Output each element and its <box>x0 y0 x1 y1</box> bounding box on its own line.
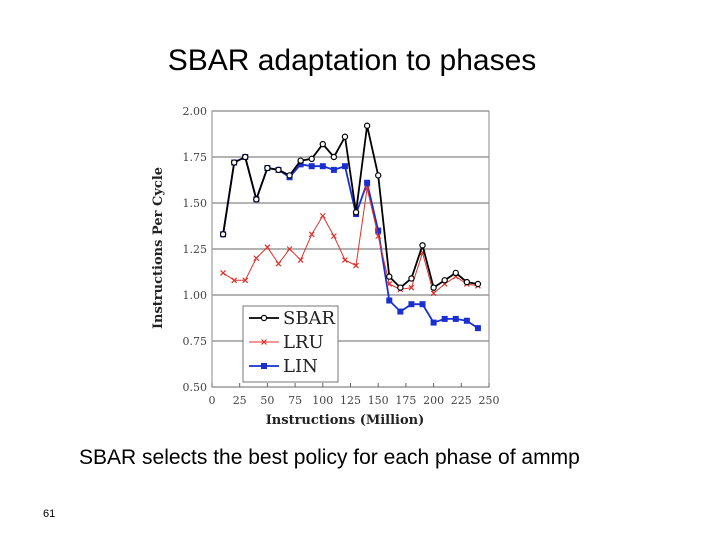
data-point-lru <box>386 281 393 287</box>
legend: SBAR LRU LIN <box>242 305 339 383</box>
legend-entry-lin: LIN <box>249 356 318 377</box>
legend-entry-lru: LRU <box>249 332 324 353</box>
data-point-sbar <box>330 153 338 161</box>
y-tick-label: 0.75 <box>183 335 208 348</box>
data-point-sbar <box>275 166 282 174</box>
x-tick-label: 225 <box>451 394 472 407</box>
y-tick-label: 1.00 <box>183 289 208 302</box>
data-point-sbar <box>297 157 304 164</box>
series-sbar <box>219 122 482 291</box>
data-point-lru <box>286 246 293 252</box>
data-point-sbar <box>474 280 482 288</box>
data-point-sbar <box>341 133 349 140</box>
data-point-sbar <box>386 273 393 280</box>
data-point-lru <box>242 277 249 284</box>
legend-label-lru: LRU <box>283 332 324 353</box>
x-tick-label: 0 <box>209 394 216 407</box>
data-point-lru <box>319 212 326 219</box>
series-lru <box>220 185 481 297</box>
data-point-lru <box>264 244 271 251</box>
data-point-sbar <box>242 153 249 161</box>
legend-marker-lru <box>261 339 267 345</box>
legend-marker-sbar <box>260 314 268 322</box>
data-point-lin <box>408 301 415 308</box>
y-tick-label: 1.50 <box>183 197 208 210</box>
data-point-lin <box>386 297 393 304</box>
data-point-lin <box>441 315 448 322</box>
data-point-sbar <box>253 196 260 203</box>
data-point-lru <box>430 290 437 297</box>
data-point-lru <box>353 262 359 269</box>
x-axis-label: Instructions (Million) <box>266 413 425 428</box>
data-point-lin <box>452 315 459 322</box>
x-tick-label: 25 <box>233 394 247 407</box>
data-point-sbar <box>463 278 471 286</box>
data-point-lin <box>297 161 304 168</box>
data-point-sbar <box>230 159 238 166</box>
data-point-lru <box>342 257 348 263</box>
data-point-lin <box>341 163 348 170</box>
legend-label-sbar: SBAR <box>283 308 336 329</box>
legend-marker-lin <box>261 363 267 369</box>
data-point-lru <box>330 233 337 240</box>
page-number: 61 <box>43 508 56 520</box>
x-tick-label: 175 <box>395 394 416 407</box>
legend-entry-sbar: SBAR <box>249 308 336 329</box>
y-tick-label: 0.50 <box>183 381 208 394</box>
data-point-sbar <box>408 275 415 282</box>
data-point-lru <box>308 231 315 238</box>
x-tick-label: 125 <box>340 394 361 407</box>
data-point-lru <box>253 255 260 262</box>
data-point-sbar <box>430 284 437 291</box>
data-point-lin <box>364 179 371 186</box>
data-point-sbar <box>397 284 404 291</box>
data-point-sbar <box>264 164 271 172</box>
x-tick-label: 100 <box>312 394 333 407</box>
x-tick-label: 200 <box>423 394 444 407</box>
data-point-sbar <box>441 277 448 284</box>
data-point-sbar <box>363 122 371 129</box>
y-tick-labels: 0.50 0.75 1.00 1.25 1.50 1.75 2.00 <box>183 105 208 394</box>
data-point-lin <box>319 163 326 170</box>
data-point-lin <box>463 317 470 324</box>
data-point-sbar <box>375 172 382 179</box>
data-point-lru <box>408 284 415 291</box>
y-tick-label: 1.75 <box>183 151 208 164</box>
data-point-lru <box>231 277 238 284</box>
data-point-lru <box>375 233 382 240</box>
data-point-lru <box>220 269 227 276</box>
data-point-sbar <box>219 231 227 238</box>
x-tick-label: 250 <box>479 394 500 407</box>
data-point-lru <box>364 185 371 192</box>
x-tick-labels: 0 25 50 75 100 125 150 175 200 225 250 <box>209 383 500 407</box>
data-point-sbar <box>308 155 315 163</box>
data-point-lin <box>430 319 437 326</box>
y-tick-label: 1.25 <box>183 243 208 256</box>
data-point-lin <box>375 227 382 234</box>
data-point-lin <box>308 163 315 170</box>
legend-entries: SBAR LRU LIN <box>249 308 336 377</box>
x-tick-label: 150 <box>368 394 389 407</box>
data-point-sbar <box>352 208 360 216</box>
data-point-lin <box>397 308 404 315</box>
slide-title: SBAR adaptation to phases <box>167 44 537 77</box>
x-tick-label: 50 <box>260 394 274 407</box>
x-tick-label: 75 <box>288 394 302 407</box>
y-axis-label: Instructions Per Cycle <box>151 167 166 329</box>
data-point-sbar <box>286 172 293 179</box>
y-tick-label: 2.00 <box>183 105 208 118</box>
data-point-lin <box>419 301 426 308</box>
data-point-sbar <box>319 140 326 148</box>
data-point-lin <box>474 325 481 332</box>
data-point-lru <box>297 257 304 263</box>
series-group <box>219 122 482 332</box>
legend-label-lin: LIN <box>283 356 318 377</box>
data-point-sbar <box>419 242 426 249</box>
data-point-lin <box>330 166 337 173</box>
data-point-sbar <box>452 269 459 277</box>
slide-caption: SBAR selects the best policy for each ph… <box>79 446 580 469</box>
data-point-lru <box>275 260 282 267</box>
